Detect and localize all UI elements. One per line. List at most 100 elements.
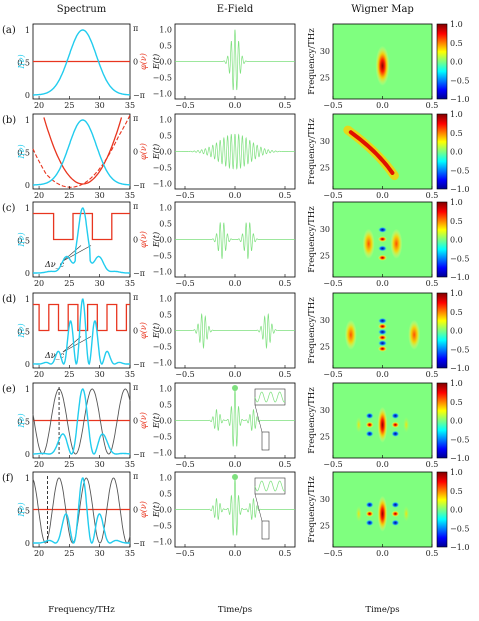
efield-y-tick: −0.5 <box>153 73 172 82</box>
spectrum-x-tick: 30 <box>95 191 105 200</box>
row-label: (b) <box>2 115 16 126</box>
wigner-x-tick: 0.5 <box>426 191 439 200</box>
wigner-blob <box>378 254 387 261</box>
peak-marker <box>232 474 238 480</box>
spectrum-right-tick: −π <box>133 91 145 100</box>
spectrum-x-tick: 35 <box>125 460 135 469</box>
efield-y-tick: 0.5 <box>159 311 172 320</box>
wigner-x-tick: −0.5 <box>323 460 342 469</box>
wigner-blob <box>403 505 410 522</box>
spectrum-right-tick: π <box>133 114 138 123</box>
wigner-blob <box>403 416 410 433</box>
wigner-x-tick: 0.0 <box>376 191 389 200</box>
spectrum-left-tick: 1 <box>25 26 30 35</box>
inset-source-box <box>261 431 270 451</box>
spectrum-left-tick: 0 <box>25 539 30 548</box>
spectrum-right-tick: π <box>133 383 138 392</box>
spectrum-x-tick: 30 <box>95 101 105 110</box>
efield-y-tick: −1.0 <box>153 89 172 98</box>
wigner-blob <box>391 519 400 526</box>
phase-axis-label: φ(ν) <box>139 143 148 160</box>
spectrum-left-tick: 1 <box>25 116 30 125</box>
wigner-x-tick: 0.0 <box>376 279 389 288</box>
efield-y-tick: 1.0 <box>159 385 172 394</box>
efield-y-tick: 0.5 <box>159 132 172 141</box>
phase-axis-label: φ(ν) <box>139 53 148 70</box>
spectrum-x-tick: 25 <box>64 279 74 288</box>
wigner-blob <box>378 226 387 233</box>
colorbar-tick: 1.0 <box>450 379 463 388</box>
wigner-blob <box>378 340 387 347</box>
spectrum-x-tick: 35 <box>125 370 135 379</box>
wigner-x-tick: 0.0 <box>376 370 389 379</box>
wigner-frame <box>332 113 433 190</box>
efield-x-tick: −0.5 <box>175 279 194 288</box>
efield-y-tick: −1.0 <box>153 358 172 367</box>
wigner-x-tick: 0.5 <box>426 279 439 288</box>
spectrum-right-tick: 0 <box>133 236 138 245</box>
colorbar-tick: 0.5 <box>450 308 463 317</box>
wigner-blob <box>408 319 421 350</box>
wigner-y-tick: 30 <box>320 137 330 146</box>
spectrum-right-tick: −π <box>133 269 145 278</box>
efield-axis-label: E(t) <box>152 232 161 248</box>
efield-y-tick: −1.0 <box>153 179 172 188</box>
efield-axis-label: E(t) <box>152 413 161 429</box>
row-label: (a) <box>2 25 16 36</box>
wigner-x-tick: 0.0 <box>376 101 389 110</box>
wigner-x-tick: 0.5 <box>426 101 439 110</box>
efield-x-tick: −0.5 <box>175 460 194 469</box>
intensity-axis-label: I(ν) <box>17 502 26 517</box>
intensity-curve <box>33 477 130 544</box>
spectrum-x-tick: 30 <box>95 370 105 379</box>
efield-y-tick: −0.5 <box>153 521 172 530</box>
spectrum-right-tick: 0 <box>133 417 138 426</box>
efield-y-tick: 1.0 <box>159 295 172 304</box>
wigner-blob <box>362 228 375 259</box>
efield-x-tick: 0.0 <box>229 370 242 379</box>
colorbar-tick: −0.5 <box>450 166 469 175</box>
wigner-axis-label: Frequency/THz <box>307 28 317 95</box>
spectrum-right-tick: −π <box>133 539 145 548</box>
spectrum-left-tick: 0.5 <box>17 149 30 158</box>
spectrum-left-tick: 1 <box>25 295 30 304</box>
spectrum-right-tick: π <box>133 293 138 302</box>
colorbar-tick: 1.0 <box>450 468 463 477</box>
efield-x-tick: 0.0 <box>229 101 242 110</box>
spectrum-right-tick: −π <box>133 450 145 459</box>
colorbar-tick: 0.0 <box>450 236 463 245</box>
spectrum-x-tick: 20 <box>34 370 44 379</box>
colorbar <box>436 471 448 548</box>
row-label: (e) <box>2 384 16 395</box>
efield-y-tick: −1.0 <box>153 267 172 276</box>
efield-x-tick: 0.0 <box>229 460 242 469</box>
inset-source-box <box>261 520 270 540</box>
column-title-1: E-Field <box>217 4 254 15</box>
intensity-curve <box>33 29 130 96</box>
wigner-y-tick: 25 <box>320 252 330 261</box>
wigner-y-tick: 25 <box>320 433 330 442</box>
spectrum-x-tick: 20 <box>34 101 44 110</box>
spectrum-left-tick: 0 <box>25 91 30 100</box>
spectrum-x-tick: 35 <box>125 279 135 288</box>
wigner-y-tick: 30 <box>320 406 330 415</box>
phase-axis-label: φ(ν) <box>139 231 148 248</box>
spectrum-left-tick: 0.5 <box>17 59 30 68</box>
wigner-y-tick: 30 <box>320 47 330 56</box>
efield-x-tick: 0.5 <box>279 549 292 558</box>
efield-y-tick: 0.0 <box>159 506 172 515</box>
wigner-x-label: Time/ps <box>365 605 399 615</box>
spectrum-right-tick: π <box>133 202 138 211</box>
wigner-blob <box>365 519 374 526</box>
spectrum-x-tick: 25 <box>64 191 74 200</box>
wigner-x-tick: −0.5 <box>323 279 342 288</box>
spectrum-x-tick: 25 <box>64 101 74 110</box>
efield-trace <box>175 222 295 260</box>
efield-y-tick: 1.0 <box>159 116 172 125</box>
wigner-blob <box>390 228 403 259</box>
efield-x-tick: −0.5 <box>175 549 194 558</box>
phase-steps <box>33 212 130 241</box>
colorbar-tick: 0.0 <box>450 327 463 336</box>
wigner-blob <box>377 495 388 532</box>
inset-leader <box>254 404 263 433</box>
